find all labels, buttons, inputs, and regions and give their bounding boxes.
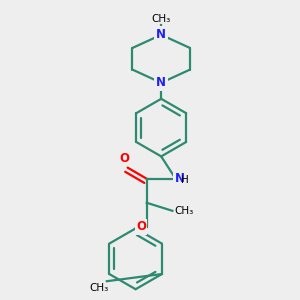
Text: CH₃: CH₃: [89, 283, 108, 293]
Text: N: N: [175, 172, 184, 185]
Text: H: H: [182, 176, 189, 185]
Text: N: N: [156, 28, 166, 41]
Text: CH₃: CH₃: [174, 206, 193, 216]
Text: O: O: [119, 152, 129, 165]
Text: O: O: [136, 220, 146, 233]
Text: CH₃: CH₃: [152, 14, 171, 24]
Text: N: N: [156, 76, 166, 89]
